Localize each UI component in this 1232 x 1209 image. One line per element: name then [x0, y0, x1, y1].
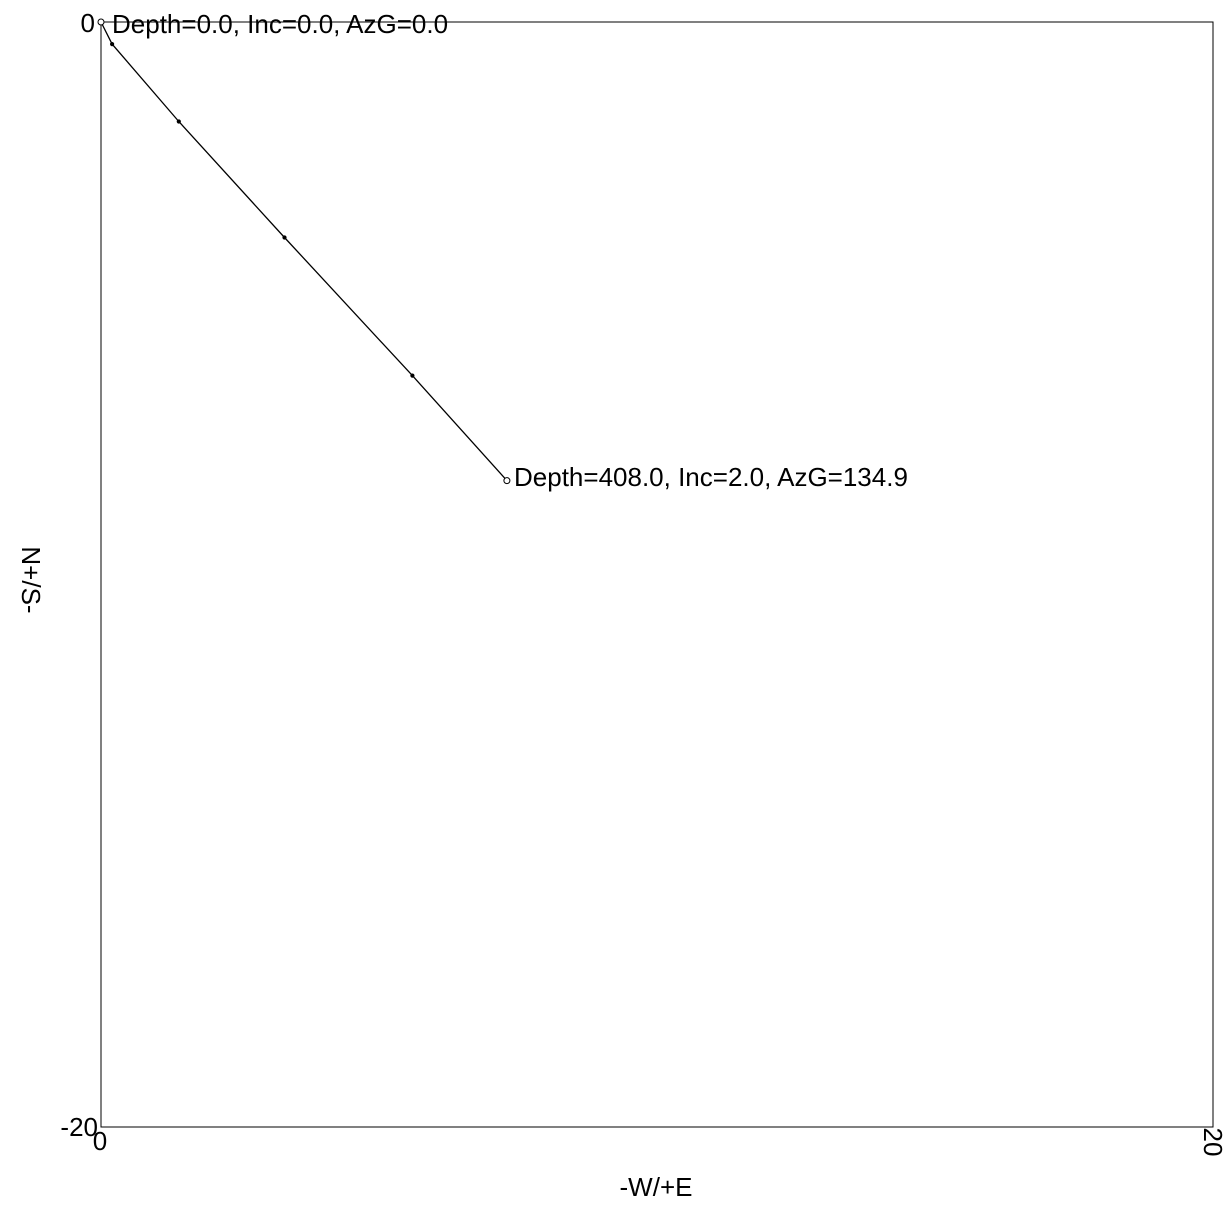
survey-station-point: [110, 42, 115, 47]
x-tick-label-max: 20: [1198, 1128, 1228, 1157]
survey-station-point: [176, 119, 181, 124]
y-axis-label: N+/S-: [16, 546, 46, 613]
y-tick-label-min: -20: [60, 1112, 98, 1142]
end-point-annotation: Depth=408.0, Inc=2.0, AzG=134.9: [514, 462, 908, 492]
survey-station-point: [282, 235, 287, 240]
survey-end-point: [503, 477, 511, 485]
start-point-annotation: Depth=0.0, Inc=0.0, AzG=0.0: [112, 9, 448, 39]
survey-station-point: [410, 373, 415, 378]
x-tick-label-min: 0: [93, 1126, 107, 1156]
survey-path-line: [100, 21, 508, 482]
plot-marks: [97, 18, 511, 485]
y-tick-label-max: 0: [81, 8, 95, 38]
survey-start-point: [97, 18, 105, 26]
x-axis-label: -W/+E: [620, 1172, 693, 1202]
plot-frame: [100, 21, 1214, 1128]
